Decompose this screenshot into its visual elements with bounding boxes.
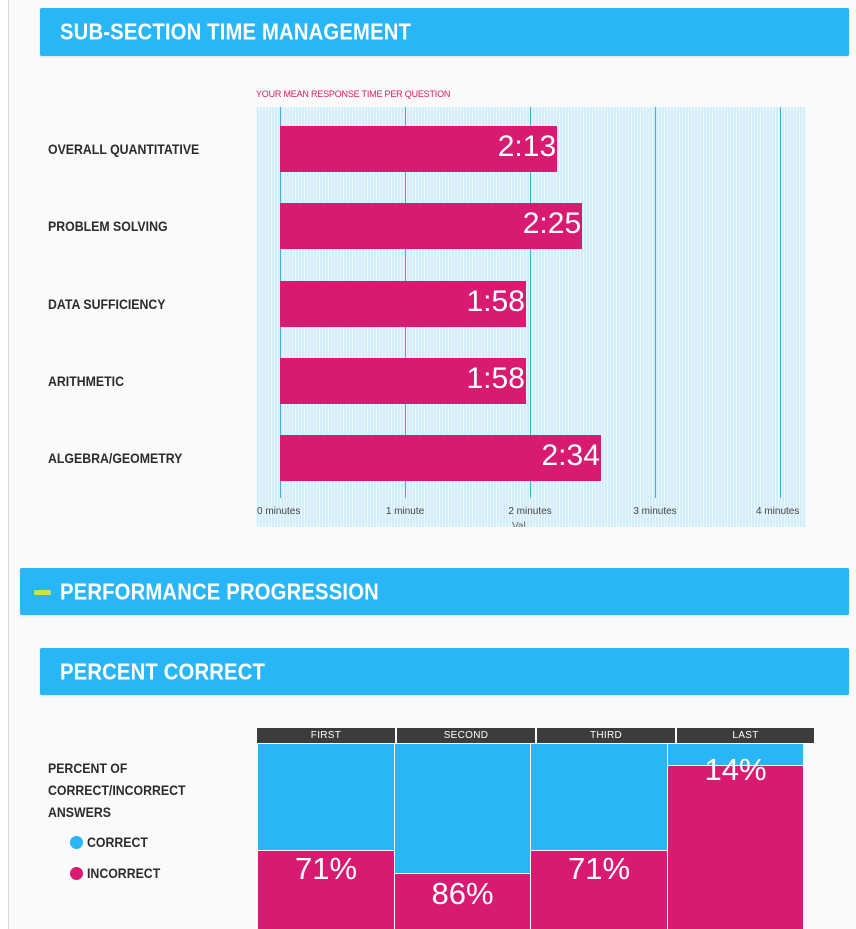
- x-gridline: [655, 107, 656, 498]
- left-divider: [8, 0, 9, 929]
- incorrect-dot-icon: [70, 866, 83, 880]
- column-header: SECOND: [397, 728, 535, 743]
- correct-percent-label: 71%: [294, 851, 358, 886]
- performance-progression-title: PERFORMANCE PROGRESSION: [60, 578, 379, 604]
- column-separator: [667, 744, 668, 929]
- bar: [280, 281, 526, 327]
- bar-value-label: 2:13: [497, 130, 557, 163]
- correct-segment: [668, 744, 803, 765]
- legend-incorrect-label: INCORRECT: [87, 865, 161, 881]
- bar: [280, 203, 583, 249]
- category-label: PROBLEM SOLVING: [48, 218, 168, 234]
- correct-percent-label: 14%: [704, 752, 767, 787]
- x-tick-label: 2 minutes: [508, 506, 552, 517]
- category-label: ALGEBRA/GEOMETRY: [48, 450, 183, 466]
- bar: [280, 358, 526, 404]
- legend-correct-label: CORRECT: [87, 834, 148, 850]
- x-tick-label: 0 minutes: [257, 506, 301, 517]
- column-header: LAST: [677, 728, 814, 743]
- performance-progression-header[interactable]: PERFORMANCE PROGRESSION: [20, 568, 849, 615]
- percent-chart-title: PERCENT OF CORRECT/INCORRECT ANSWERS: [48, 760, 186, 820]
- incorrect-segment: [531, 851, 667, 929]
- bar-value-label: 1:58: [466, 285, 525, 318]
- correct-dot-icon: [70, 835, 83, 849]
- correct-segment: [258, 744, 394, 850]
- percent-correct-header: PERCENT CORRECT: [40, 648, 849, 695]
- percent-correct-title: PERCENT CORRECT: [60, 658, 266, 684]
- x-tick-label: 1 minute: [385, 506, 425, 517]
- column-header: FIRST: [257, 728, 395, 743]
- correct-segment: [531, 744, 667, 850]
- bar-value-label: 2:34: [541, 439, 600, 472]
- legend-incorrect: INCORRECT: [70, 865, 170, 881]
- bar: [280, 126, 558, 172]
- time-management-title: SUB-SECTION TIME MANAGEMENT: [60, 18, 412, 45]
- incorrect-segment: [668, 766, 803, 929]
- bar-value-label: 1:58: [466, 362, 525, 395]
- chart-title: YOUR MEAN RESPONSE TIME PER QUESTION: [256, 89, 451, 99]
- legend-correct: CORRECT: [70, 834, 156, 850]
- x-axis-label: Val: [512, 521, 526, 527]
- x-tick-label: 4 minutes: [756, 506, 800, 517]
- category-label: OVERALL QUANTITATIVE: [48, 141, 200, 157]
- category-label: DATA SUFFICIENCY: [48, 296, 166, 312]
- incorrect-segment: [395, 874, 530, 929]
- column-header: THIRD: [537, 728, 675, 743]
- correct-percent-label: 71%: [567, 851, 631, 886]
- incorrect-segment: [258, 851, 394, 929]
- category-label: ARITHMETIC: [48, 373, 124, 389]
- column-separator: [394, 744, 395, 929]
- x-gridline: [780, 107, 781, 498]
- bar-value-label: 2:25: [522, 207, 582, 240]
- bar: [280, 435, 601, 481]
- column-separator: [530, 744, 531, 929]
- time-management-header: SUB-SECTION TIME MANAGEMENT: [40, 8, 849, 56]
- x-tick-label: 3 minutes: [633, 506, 677, 517]
- correct-segment: [395, 744, 530, 873]
- correct-percent-label: 86%: [431, 876, 494, 911]
- collapse-icon[interactable]: [34, 590, 51, 595]
- x-gridline: [530, 107, 531, 498]
